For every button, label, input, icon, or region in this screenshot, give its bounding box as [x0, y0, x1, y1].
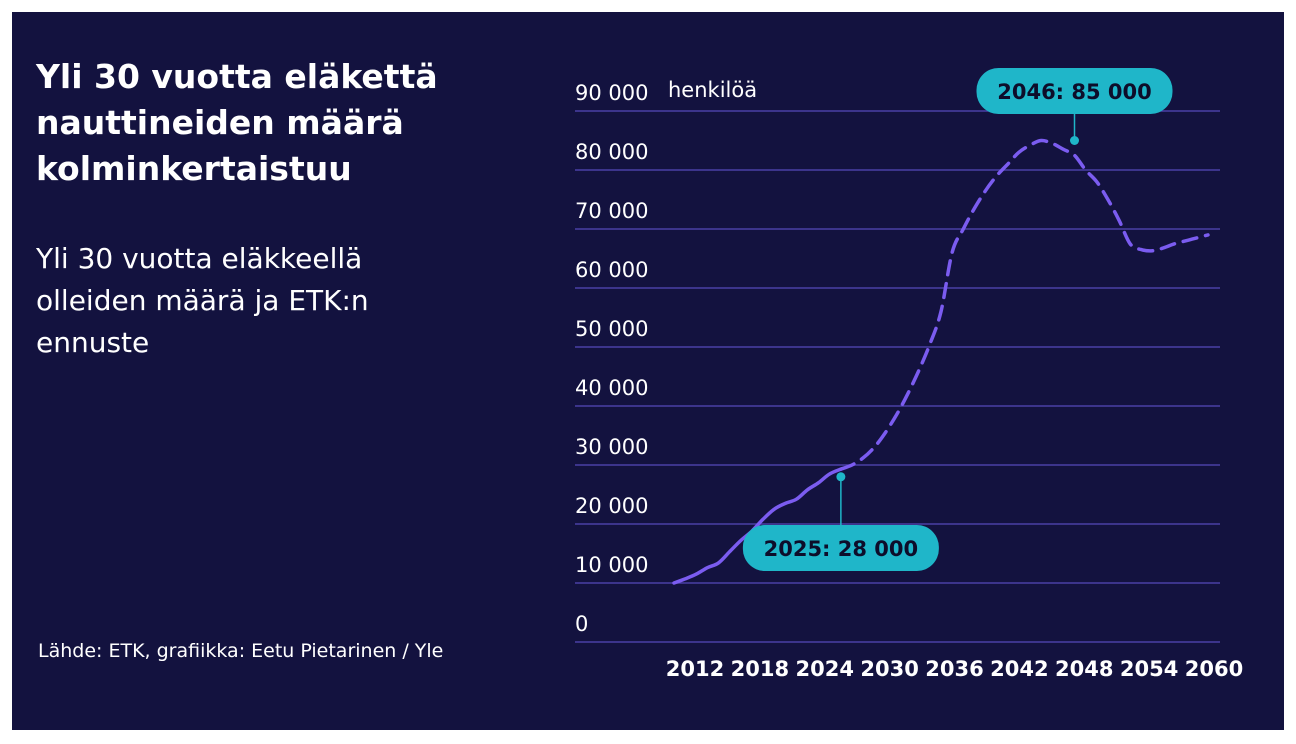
x-tick-label: 2060: [1185, 657, 1243, 681]
x-tick-label: 2012: [666, 657, 724, 681]
callout-point: [1070, 136, 1079, 145]
y-tick-label: 90 000: [575, 81, 648, 105]
y-tick-label: 50 000: [575, 317, 648, 341]
series-line-solid: [672, 467, 843, 585]
y-tick-label: 70 000: [575, 199, 648, 223]
y-axis-ticks: 0 10 000 20 000 30 000 40 000 50 000 60 000 70 …: [575, 81, 648, 636]
y-tick-label: 20 000: [575, 494, 648, 518]
x-axis-ticks: 2012 2018 2024 2030 2036 2042 2048 2054 2060: [666, 657, 1243, 681]
series-lines: [672, 138, 1210, 585]
x-tick-label: 2042: [990, 657, 1048, 681]
callout-box: [742, 525, 939, 571]
callout-point: [836, 472, 846, 482]
x-tick-label: 2018: [731, 657, 789, 681]
callout-box: [976, 68, 1173, 114]
x-tick-label: 2030: [860, 657, 918, 681]
callouts: 2025: 28 000 2046: 85 000: [742, 68, 1173, 571]
x-tick-label: 2036: [925, 657, 983, 681]
y-tick-label: 10 000: [575, 553, 648, 577]
chart-subtitle: Yli 30 vuotta eläkkeellä olleiden määrä …: [36, 242, 369, 359]
series-line-dashed: [839, 138, 1210, 471]
y-tick-label: 80 000: [575, 140, 648, 164]
x-tick-label: 2048: [1055, 657, 1113, 681]
chart-card: [12, 12, 1284, 730]
y-tick-label: 40 000: [575, 376, 648, 400]
callout-label: 2046: 85 000: [997, 80, 1152, 104]
x-tick-label: 2054: [1120, 657, 1178, 681]
callout-label: 2025: 28 000: [764, 537, 919, 561]
y-tick-label: 60 000: [575, 258, 648, 282]
y-tick-label: 30 000: [575, 435, 648, 459]
chart-title: Yli 30 vuotta eläkettä nauttineiden määr…: [36, 57, 438, 188]
y-tick-label: 0: [575, 612, 588, 636]
y-axis-unit-label: henkilöä: [668, 78, 757, 102]
source-credit: Lähde: ETK, grafiikka: Eetu Pietarinen /…: [38, 640, 444, 662]
x-tick-label: 2024: [796, 657, 854, 681]
